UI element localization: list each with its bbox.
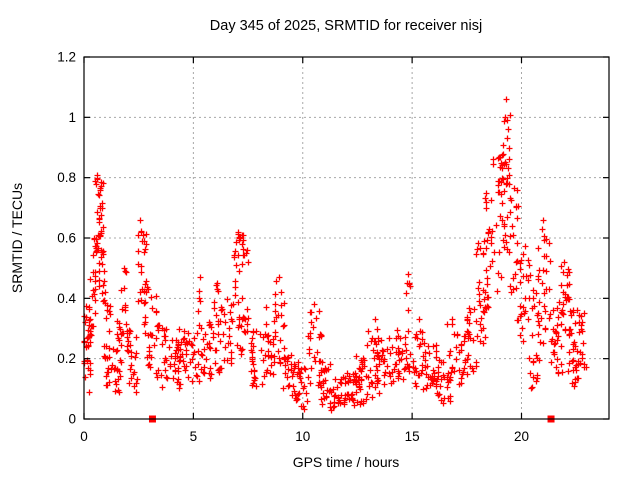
y-axis-label: SRMTID / TECUs bbox=[9, 183, 25, 293]
axes-and-ticks: 0 5 10 15 20 0 0.2 0.4 0.6 0.8 1 1.2 bbox=[57, 50, 610, 444]
y-tick-label: 1 bbox=[68, 110, 76, 125]
chart-title: Day 345 of 2025, SRMTID for receiver nis… bbox=[210, 18, 482, 34]
x-tick-label: 0 bbox=[80, 429, 88, 444]
x-axis-label: GPS time / hours bbox=[293, 454, 400, 470]
x-tick-label: 10 bbox=[295, 429, 310, 444]
y-tick-label: 1.2 bbox=[57, 50, 76, 65]
gridlines bbox=[84, 57, 609, 419]
x-tick-label: 5 bbox=[190, 429, 198, 444]
y-tick-label: 0.4 bbox=[57, 291, 76, 306]
x-tick-label: 15 bbox=[405, 429, 420, 444]
x-tick-label: 20 bbox=[514, 429, 529, 444]
y-tick-label: 0.2 bbox=[57, 351, 76, 366]
y-tick-label: 0 bbox=[68, 412, 76, 427]
y-tick-label: 0.8 bbox=[57, 170, 76, 185]
y-tick-label: 0.6 bbox=[57, 231, 76, 246]
scatter-plus-markers bbox=[81, 96, 590, 414]
